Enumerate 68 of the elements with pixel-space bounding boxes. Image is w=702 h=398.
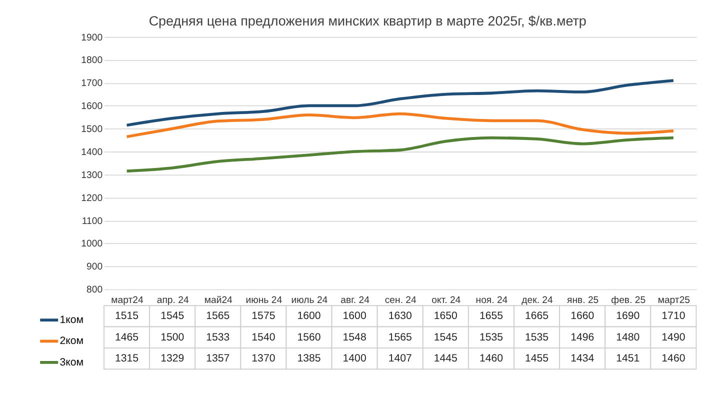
data-label: 1329: [160, 352, 184, 364]
data-label: 1630: [388, 310, 412, 322]
data-label: 1460: [662, 352, 686, 364]
y-tick-label: 1000: [81, 238, 103, 250]
x-tick-label: янв. 25: [566, 295, 599, 306]
data-label: 1515: [115, 310, 139, 322]
y-tick-label: 1900: [81, 32, 103, 44]
y-tick-label: 1300: [81, 170, 103, 181]
x-tick-label: ноя. 24: [476, 295, 508, 306]
y-tick-label: 1500: [81, 124, 103, 136]
x-tick-label: фев. 25: [611, 295, 646, 306]
x-tick-label: дек. 24: [522, 295, 554, 306]
y-tick-label: 800: [86, 284, 103, 296]
legend-label: 1ком: [60, 314, 84, 326]
data-label: 1385: [297, 352, 321, 364]
data-label: 1535: [479, 331, 504, 344]
data-label: 1540: [252, 331, 276, 344]
data-label: 1565: [388, 331, 412, 344]
data-label: 1400: [342, 352, 366, 364]
data-label: 1565: [206, 310, 230, 322]
x-tick-label: авг. 24: [340, 295, 370, 306]
x-tick-label: март24: [111, 295, 144, 306]
x-tick-label: окт. 24: [432, 295, 462, 306]
data-label: 1465: [115, 331, 139, 344]
data-label: 1434: [570, 352, 594, 364]
data-label: 1370: [252, 352, 276, 364]
data-label: 1480: [616, 331, 640, 344]
data-label: 1451: [616, 352, 640, 364]
x-tick-label: сен. 24: [384, 295, 417, 306]
x-tick-label: июль 24: [291, 295, 328, 306]
data-label: 1655: [479, 310, 504, 322]
y-tick-label: 1600: [81, 101, 103, 112]
data-label: 1548: [342, 331, 366, 344]
legend-label: 3ком: [60, 356, 84, 368]
data-label: 1455: [525, 352, 549, 364]
data-label: 1690: [616, 310, 640, 322]
y-tick-label: 1800: [81, 55, 103, 66]
y-tick-label: 1200: [81, 192, 103, 204]
x-tick-label: июнь 24: [246, 295, 283, 306]
data-label: 1600: [342, 310, 366, 322]
data-label: 1660: [570, 310, 594, 322]
data-label: 1490: [662, 331, 686, 344]
data-label: 1575: [252, 310, 276, 322]
data-label: 1545: [434, 331, 458, 344]
y-tick-label: 1100: [82, 216, 103, 227]
data-label: 1710: [662, 310, 686, 322]
legend-label: 2ком: [60, 335, 84, 348]
chart-title: Средняя цена предложения минских квартир в марте 2025г, $/кв.метр: [148, 13, 586, 28]
data-label: 1407: [388, 352, 412, 364]
data-label: 1650: [434, 310, 458, 322]
data-label: 1357: [206, 352, 230, 364]
data-label: 1460: [479, 352, 504, 364]
data-label: 1500: [160, 331, 184, 344]
data-label: 1600: [297, 310, 321, 322]
y-tick-label: 1400: [81, 146, 103, 158]
y-tick-label: 900: [86, 262, 103, 273]
data-label: 1445: [434, 352, 458, 364]
x-tick-label: апр. 24: [156, 295, 190, 306]
y-tick-label: 1700: [81, 78, 103, 90]
data-label: 1545: [160, 310, 184, 322]
data-label: 1496: [570, 331, 594, 344]
data-label: 1665: [525, 310, 549, 322]
data-label: 1533: [206, 331, 230, 344]
data-label: 1315: [115, 352, 139, 364]
data-label: 1560: [297, 331, 321, 344]
data-label: 1535: [525, 331, 549, 344]
x-tick-label: май24: [204, 295, 234, 306]
x-tick-label: март25: [658, 295, 690, 306]
